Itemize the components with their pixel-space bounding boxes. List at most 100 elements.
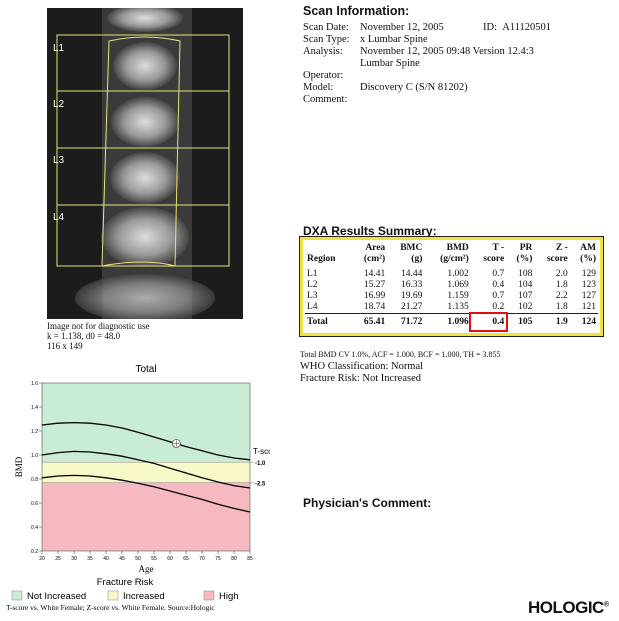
x-tick-label: 70 xyxy=(199,556,205,562)
results-notes: Total BMD CV 1.0%, ACF = 1.000, BCF = 1.… xyxy=(300,349,500,385)
logo-mark: ® xyxy=(603,601,609,609)
y-axis-label: BMD xyxy=(14,456,24,477)
x-tick-label: 40 xyxy=(103,556,109,562)
risk-band xyxy=(42,482,250,551)
reference-curve xyxy=(41,474,251,513)
info-label: Scan Date: xyxy=(303,22,349,33)
info-value-line: November 12, 2005 09:48 Version 12.4:3 xyxy=(360,46,534,57)
y-tick-label: 0.8 xyxy=(31,477,38,483)
y-tick-label: 0.6 xyxy=(31,501,38,507)
cell: L2 xyxy=(307,280,318,290)
cell: L1 xyxy=(307,269,318,279)
region-label: L3 xyxy=(53,155,65,166)
x-axis-label: Age xyxy=(139,564,154,574)
header-cell: Z - score xyxy=(534,243,569,269)
header-line: score xyxy=(483,254,505,264)
cell: 1.8 xyxy=(555,302,568,312)
cell: 121 xyxy=(581,302,596,312)
y2-axis-label: T-score xyxy=(253,447,270,456)
y-tick-label: 1.0 xyxy=(31,453,38,459)
info-label: Comment: xyxy=(303,94,348,105)
cell: 2.2 xyxy=(555,291,568,301)
cell: 124 xyxy=(581,317,596,327)
data-row: L2 15.27 16.33 1.069 0.4 104 1.8 123 xyxy=(305,280,598,291)
t-score-label: -1.0 xyxy=(255,461,266,467)
header-line: Area xyxy=(365,243,386,253)
x-tick-label: 85 xyxy=(247,556,253,562)
header-line: PR xyxy=(519,243,533,253)
info-value: November 12, 2005 09:48 Version 12.4:3 Lu… xyxy=(360,46,534,70)
header-cell: BMD (g/cm²) xyxy=(424,243,470,269)
image-caption: Image not for diagnostic use k = 1.138, d… xyxy=(47,321,149,351)
cell: 0.7 xyxy=(492,291,505,301)
x-tick-label: 80 xyxy=(231,556,237,562)
caption-line: 116 x 149 xyxy=(47,341,83,351)
x-tick-label: 25 xyxy=(55,556,61,562)
info-label: Operator: xyxy=(303,70,344,81)
cell: 1.096 xyxy=(447,317,469,327)
cell: Total xyxy=(307,317,328,327)
cell: 16.33 xyxy=(400,280,423,290)
header-cell: BMC (g) xyxy=(387,243,424,269)
header-line: score xyxy=(546,254,568,264)
caption-line: k = 1.138, d0 = 48.0 xyxy=(47,331,121,341)
scan-info-title: Scan Information: xyxy=(303,4,410,18)
region-label: L2 xyxy=(53,99,65,110)
header-line: (g) xyxy=(411,254,423,264)
cell: 71.72 xyxy=(400,317,423,327)
note-line: Fracture Risk: Not Increased xyxy=(300,373,422,384)
header-line: (g/cm²) xyxy=(440,254,469,264)
cell: 1.002 xyxy=(447,269,469,279)
info-value: November 12, 2005 xyxy=(360,22,444,34)
data-row: Total 65.41 71.72 1.096 0.4 105 1.9 124 xyxy=(305,311,598,332)
cell: L4 xyxy=(307,302,318,312)
chart-title: Total xyxy=(135,364,156,375)
results-table: Region Area (cm²) BMC (g) BMD (g/cm²) T - score P… xyxy=(305,243,598,332)
risk-band xyxy=(42,462,250,483)
info-value-line: Discovery C (S/N 81202) xyxy=(360,82,468,93)
reference-curve xyxy=(41,450,251,489)
info-value-line: Lumbar Spine xyxy=(360,58,420,69)
cell: 0.4 xyxy=(492,280,505,290)
info-label: Analysis: xyxy=(303,46,343,57)
plot-frame xyxy=(41,382,251,552)
info-label: Scan Type: xyxy=(303,34,350,45)
cell: 15.27 xyxy=(363,280,386,290)
note-line: WHO Classification: Normal xyxy=(300,361,424,372)
legend-label: Increased xyxy=(123,591,165,602)
header-cell: AM (%) xyxy=(570,243,598,269)
cell: 104 xyxy=(518,280,533,290)
header-line: Z - xyxy=(555,243,568,253)
legend-label: Not Increased xyxy=(27,591,86,602)
cell: 123 xyxy=(581,280,596,290)
header-cell: Area (cm²) xyxy=(351,243,387,269)
t-score-label: -2.5 xyxy=(255,482,266,488)
cell: 1.9 xyxy=(555,317,568,327)
cell: 14.44 xyxy=(400,269,423,279)
physician-comment: Physician's Comment: xyxy=(303,496,432,510)
y-tick-label: 1.6 xyxy=(31,381,38,387)
cell: 0.2 xyxy=(492,302,505,312)
data-row: L1 14.41 14.44 1.002 0.7 108 2.0 129 xyxy=(305,269,598,280)
info-row: Model: Discovery C (S/N 81202) xyxy=(303,82,603,94)
patient-cross xyxy=(173,440,180,447)
cell: 102 xyxy=(518,302,533,312)
info-value: x Lumbar Spine xyxy=(360,34,428,46)
legend-title: Fracture Risk xyxy=(97,577,154,588)
cell: 108 xyxy=(518,269,533,279)
cell: 16.99 xyxy=(363,291,386,301)
info-row: Analysis: November 12, 2005 09:48 Version… xyxy=(303,46,603,70)
info-value: Discovery C (S/N 81202) xyxy=(360,82,468,94)
region-label: L1 xyxy=(53,43,65,54)
cell: 65.41 xyxy=(363,317,386,327)
y-tick-label: 0.2 xyxy=(31,549,38,555)
info-row: Scan Type: x Lumbar Spine xyxy=(303,34,603,46)
header-line: (%) xyxy=(580,254,596,264)
y-tick-label: 1.4 xyxy=(31,405,38,411)
cell: L3 xyxy=(307,291,318,301)
header-line: BMD xyxy=(446,243,469,253)
results-title: DXA Results Summary: xyxy=(303,224,437,238)
cell: 14.41 xyxy=(363,269,386,279)
cell: 19.69 xyxy=(400,291,423,301)
